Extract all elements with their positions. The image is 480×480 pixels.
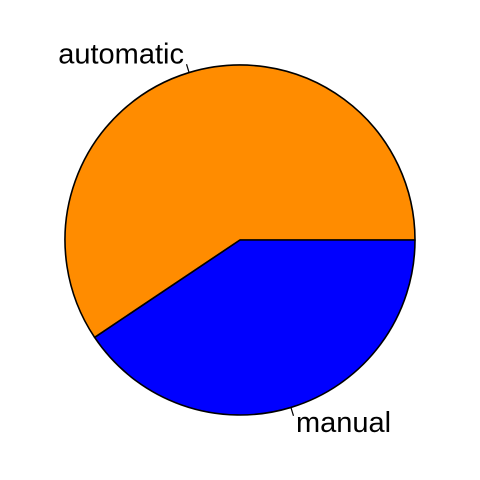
leader-line-manual bbox=[290, 407, 295, 416]
pie-slices bbox=[64, 64, 416, 416]
slice-label-manual: manual bbox=[296, 407, 391, 439]
pie-labels: automatic manual bbox=[58, 38, 391, 438]
pie-slice-manual bbox=[93, 239, 416, 416]
slice-label-automatic: automatic bbox=[58, 38, 184, 70]
leader-line-automatic bbox=[185, 64, 190, 73]
